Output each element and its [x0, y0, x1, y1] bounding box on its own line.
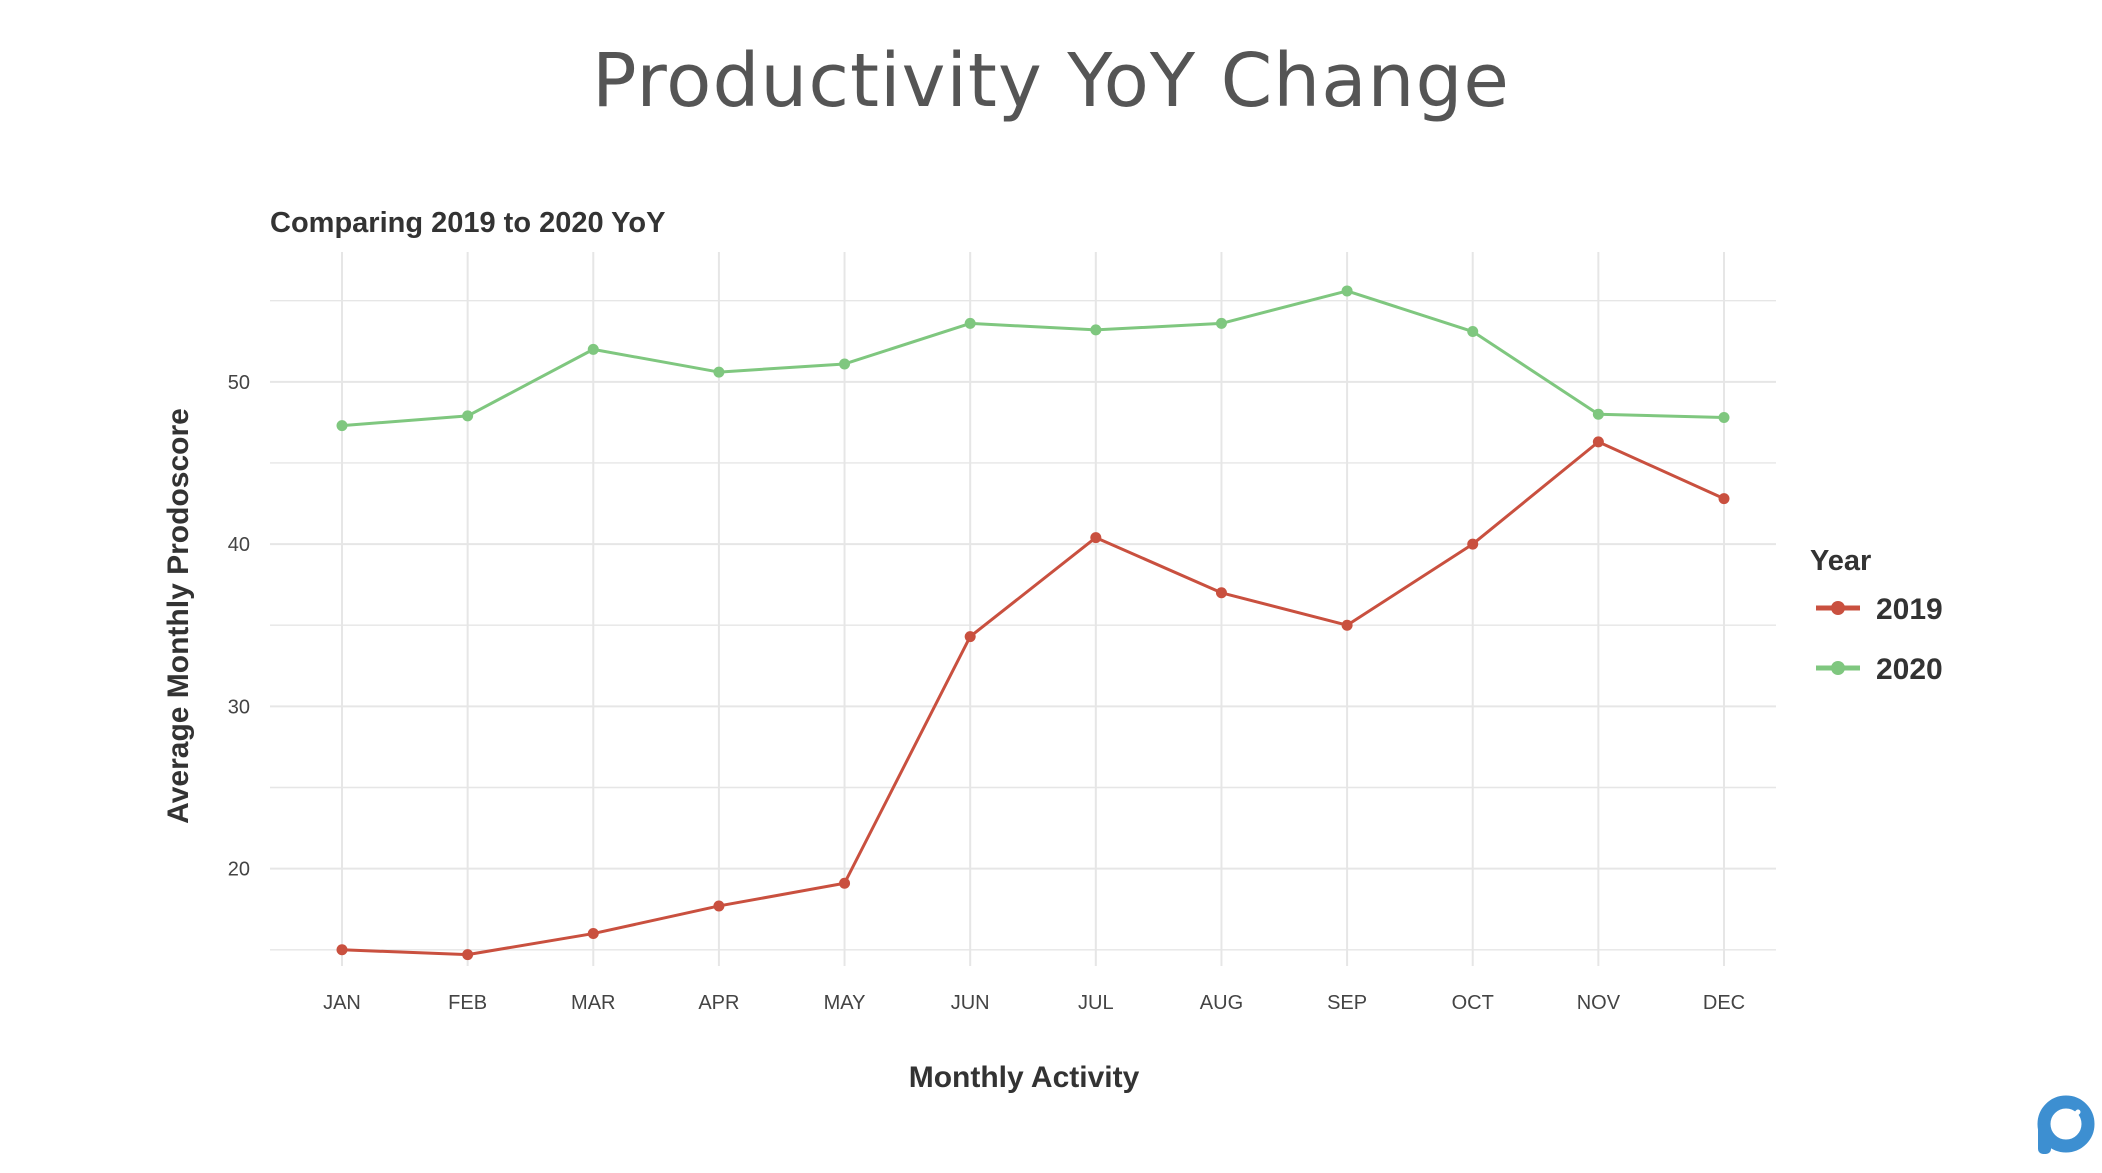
legend-item-2019: 2019 — [1816, 593, 1943, 626]
data-point — [1090, 532, 1102, 544]
data-point — [964, 631, 976, 643]
data-point — [1718, 493, 1730, 505]
legend-swatch-point — [1831, 601, 1845, 615]
x-axis-ticks: JAN FEB MAR APR MAY JUN JUL AUG SEP OCT NOV DEC — [323, 992, 1745, 1014]
data-point — [1718, 412, 1730, 424]
legend-label: 2020 — [1876, 653, 1943, 686]
x-tick-label: JAN — [323, 992, 361, 1014]
data-point — [1341, 619, 1353, 631]
series-line — [341, 289, 1725, 428]
x-tick-label: APR — [698, 992, 739, 1014]
x-tick-label: DEC — [1703, 992, 1745, 1014]
data-point — [587, 928, 599, 940]
data-point — [1467, 538, 1479, 550]
x-tick-label: SEP — [1327, 992, 1367, 1014]
x-axis-title: Monthly Activity — [909, 1061, 1140, 1094]
data-point — [839, 877, 851, 889]
legend: Year 2019 2020 — [1810, 545, 1943, 686]
chart-subtitle: Comparing 2019 to 2020 YoY — [270, 207, 665, 239]
y-tick-label: 50 — [228, 372, 250, 394]
x-tick-label: AUG — [1200, 992, 1243, 1014]
data-point — [336, 420, 348, 432]
page-title: Productivity YoY Change — [592, 38, 1510, 124]
data-point — [1341, 285, 1353, 297]
legend-swatch-point — [1831, 661, 1845, 675]
y-tick-label: 20 — [228, 859, 250, 881]
x-tick-label: MAR — [571, 992, 615, 1014]
series-2020 — [336, 285, 1730, 432]
data-point — [1215, 587, 1227, 599]
y-tick-label: 40 — [228, 534, 250, 556]
y-axis-title: Average Monthly Prodoscore — [162, 408, 195, 824]
legend-title: Year — [1810, 545, 1871, 577]
x-tick-label: MAY — [824, 992, 866, 1014]
data-point — [1467, 326, 1479, 338]
data-point — [462, 410, 474, 422]
y-axis-ticks: 20 30 40 50 — [228, 372, 250, 881]
series-lines — [336, 285, 1730, 961]
x-tick-label: NOV — [1577, 992, 1621, 1014]
grid-lines — [270, 252, 1776, 966]
data-point — [1592, 436, 1604, 448]
data-point — [713, 900, 725, 912]
series-line — [341, 440, 1725, 957]
x-tick-label: JUL — [1078, 992, 1114, 1014]
data-point — [1090, 324, 1102, 336]
x-tick-label: OCT — [1452, 992, 1494, 1014]
data-point — [1592, 408, 1604, 420]
x-tick-label: FEB — [448, 992, 487, 1014]
legend-label: 2019 — [1876, 593, 1943, 626]
data-point — [964, 317, 976, 329]
data-point — [587, 343, 599, 355]
series-2019 — [336, 436, 1730, 961]
y-tick-label: 30 — [228, 696, 250, 718]
data-point — [1215, 317, 1227, 329]
data-point — [336, 944, 348, 956]
legend-item-2020: 2020 — [1816, 653, 1943, 686]
data-point — [839, 358, 851, 370]
data-point — [462, 949, 474, 961]
data-point — [713, 366, 725, 378]
prodoscore-logo-icon — [2037, 1095, 2095, 1154]
x-tick-label: JUN — [951, 992, 990, 1014]
